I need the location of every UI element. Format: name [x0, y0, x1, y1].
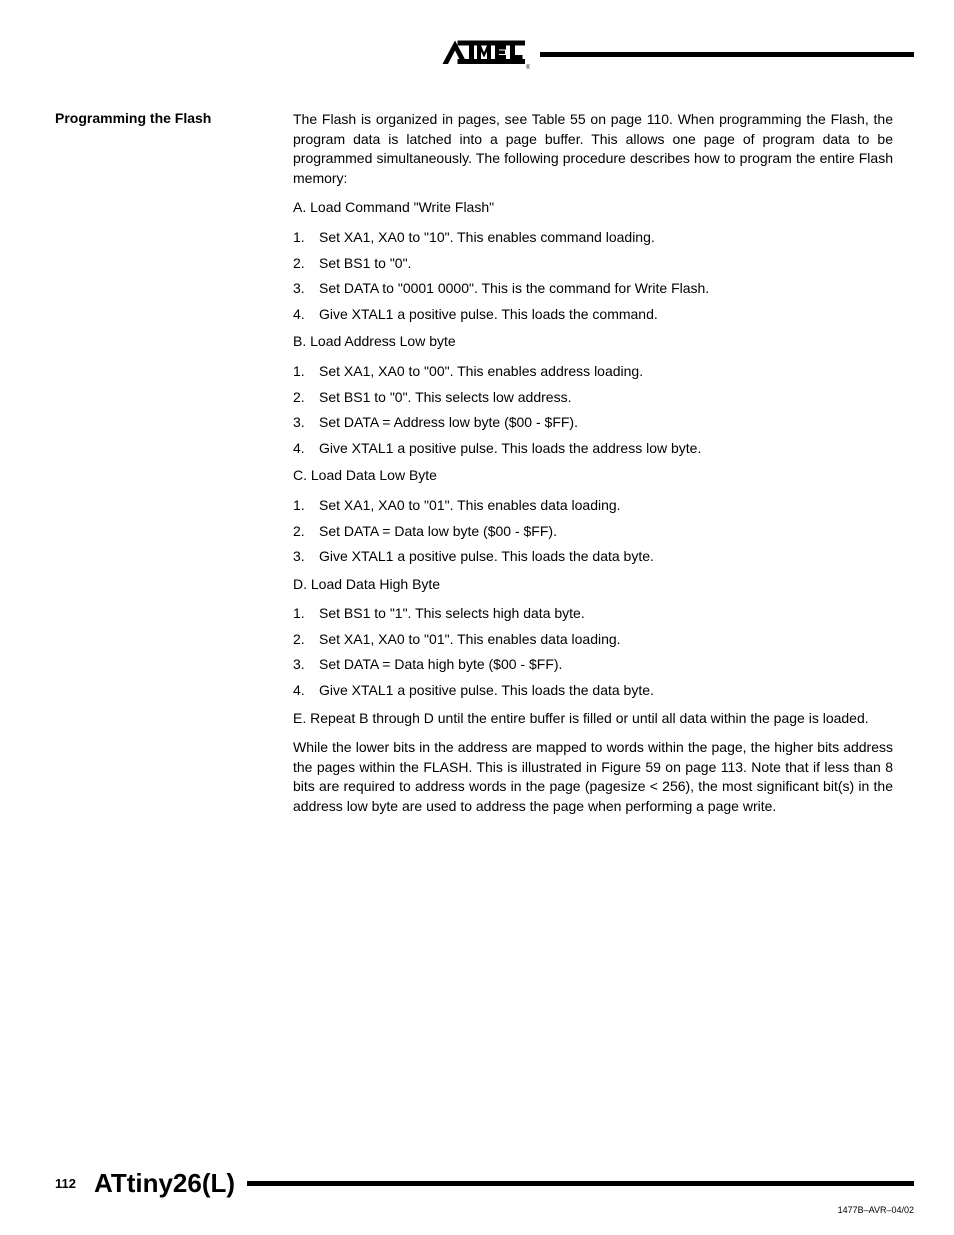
list-text: Set DATA to "0001 0000". This is the com… — [319, 279, 709, 299]
list-item: 2.Set BS1 to "0". This selects low addre… — [293, 388, 893, 408]
step-list: 1.Set XA1, XA0 to "01". This enables dat… — [293, 496, 893, 567]
list-text: Set XA1, XA0 to "10". This enables comma… — [319, 228, 655, 248]
list-text: Set DATA = Data low byte ($00 - $FF). — [319, 522, 557, 542]
list-number: 3. — [293, 655, 319, 675]
atmel-logo-icon: ® — [440, 34, 530, 74]
step-heading: D. Load Data High Byte — [293, 575, 893, 595]
list-text: Give XTAL1 a positive pulse. This loads … — [319, 305, 658, 325]
list-item: 4.Give XTAL1 a positive pulse. This load… — [293, 439, 893, 459]
header-bar: ® — [440, 34, 914, 74]
list-text: Set XA1, XA0 to "01". This enables data … — [319, 496, 621, 516]
list-number: 4. — [293, 305, 319, 325]
section-heading: Programming the Flash — [55, 110, 275, 126]
list-number: 1. — [293, 496, 319, 516]
page-number: 112 — [55, 1176, 76, 1191]
paragraph-note: While the lower bits in the address are … — [293, 738, 893, 816]
list-item: 2.Set BS1 to "0". — [293, 254, 893, 274]
list-number: 3. — [293, 413, 319, 433]
list-number: 2. — [293, 630, 319, 650]
list-text: Set BS1 to "0". This selects low address… — [319, 388, 571, 408]
list-item: 3.Set DATA = Data high byte ($00 - $FF). — [293, 655, 893, 675]
list-text: Give XTAL1 a positive pulse. This loads … — [319, 547, 654, 567]
list-item: 2.Set XA1, XA0 to "01". This enables dat… — [293, 630, 893, 650]
list-number: 4. — [293, 681, 319, 701]
list-item: 1.Set BS1 to "1". This selects high data… — [293, 604, 893, 624]
document-code: 1477B–AVR–04/02 — [838, 1205, 914, 1215]
list-number: 4. — [293, 439, 319, 459]
step-list: 1.Set XA1, XA0 to "00". This enables add… — [293, 362, 893, 458]
list-item: 2.Set DATA = Data low byte ($00 - $FF). — [293, 522, 893, 542]
list-text: Set XA1, XA0 to "00". This enables addre… — [319, 362, 643, 382]
step-heading: C. Load Data Low Byte — [293, 466, 893, 486]
paragraph-e: E. Repeat B through D until the entire b… — [293, 709, 893, 729]
svg-text:®: ® — [526, 64, 530, 71]
step-list: 1.Set XA1, XA0 to "10". This enables com… — [293, 228, 893, 324]
list-text: Set DATA = Address low byte ($00 - $FF). — [319, 413, 578, 433]
list-number: 2. — [293, 254, 319, 274]
list-text: Give XTAL1 a positive pulse. This loads … — [319, 681, 654, 701]
list-number: 3. — [293, 547, 319, 567]
intro-paragraph: The Flash is organized in pages, see Tab… — [293, 110, 893, 188]
list-item: 3.Set DATA to "0001 0000". This is the c… — [293, 279, 893, 299]
list-item: 1.Set XA1, XA0 to "00". This enables add… — [293, 362, 893, 382]
list-text: Give XTAL1 a positive pulse. This loads … — [319, 439, 701, 459]
list-item: 4.Give XTAL1 a positive pulse. This load… — [293, 305, 893, 325]
list-item: 3.Give XTAL1 a positive pulse. This load… — [293, 547, 893, 567]
step-list: 1.Set BS1 to "1". This selects high data… — [293, 604, 893, 700]
footer-bar: 112 ATtiny26(L) — [55, 1168, 914, 1199]
list-number: 3. — [293, 279, 319, 299]
list-number: 1. — [293, 362, 319, 382]
list-text: Set BS1 to "0". — [319, 254, 411, 274]
list-text: Set DATA = Data high byte ($00 - $FF). — [319, 655, 562, 675]
list-item: 3.Set DATA = Address low byte ($00 - $FF… — [293, 413, 893, 433]
list-number: 2. — [293, 522, 319, 542]
list-text: Set XA1, XA0 to "01". This enables data … — [319, 630, 621, 650]
list-text: Set BS1 to "1". This selects high data b… — [319, 604, 585, 624]
list-item: 4.Give XTAL1 a positive pulse. This load… — [293, 681, 893, 701]
header-rule — [540, 52, 914, 57]
list-number: 2. — [293, 388, 319, 408]
footer-rule — [247, 1181, 914, 1186]
step-heading: B. Load Address Low byte — [293, 332, 893, 352]
document-title: ATtiny26(L) — [94, 1168, 235, 1199]
step-heading: A. Load Command "Write Flash" — [293, 198, 893, 218]
list-number: 1. — [293, 228, 319, 248]
list-number: 1. — [293, 604, 319, 624]
body-column: The Flash is organized in pages, see Tab… — [293, 110, 893, 827]
list-item: 1.Set XA1, XA0 to "01". This enables dat… — [293, 496, 893, 516]
list-item: 1.Set XA1, XA0 to "10". This enables com… — [293, 228, 893, 248]
